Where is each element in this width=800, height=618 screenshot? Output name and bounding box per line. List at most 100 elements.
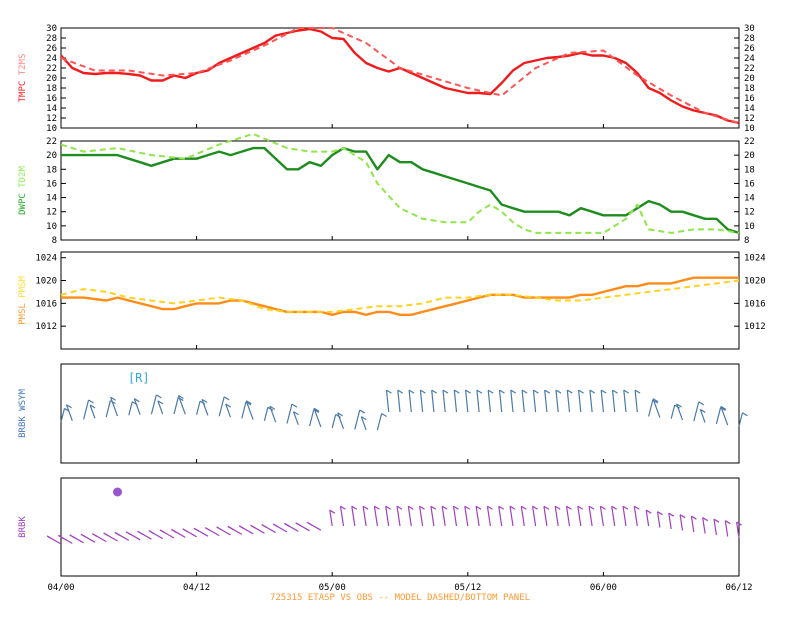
obs-label: DWPC: [18, 193, 28, 215]
wind-barb: [89, 404, 96, 419]
wind-barb-flag: [114, 531, 121, 536]
wind-barb: [578, 390, 582, 413]
wind-barb: [196, 401, 201, 415]
series-line-td2m: [60, 132, 740, 234]
wind-barb-flag: [725, 520, 731, 525]
wind-barb: [430, 506, 435, 527]
obs-label: TMPC: [18, 81, 28, 103]
wind-barb: [724, 520, 729, 537]
wind-barb-flag: [178, 394, 184, 400]
y-tick-label: 1016: [744, 299, 766, 309]
wind-barb: [623, 390, 627, 413]
wind-barb: [201, 399, 209, 416]
wind-barb-flag: [578, 389, 584, 394]
wind-barb-flag: [498, 505, 505, 510]
wind-barb-flag: [510, 389, 517, 394]
y-tick-label: 22: [744, 137, 755, 147]
wind-barb-flag: [201, 398, 208, 403]
panel-dwpc: 8 8 10 10 12 12 14 14 16 16 18 18 20 20 22 22 DWPC TD2M: [18, 132, 755, 246]
wind-barb-flag: [702, 517, 709, 522]
wind-barb: [676, 403, 684, 421]
wind-barb: [245, 400, 254, 420]
y-tick-label: 14: [46, 104, 57, 114]
wind-barb-flag: [216, 526, 222, 531]
wind-barb-flag: [269, 405, 276, 410]
wind-barb-flag: [634, 505, 640, 510]
model-label: PMSM: [18, 276, 28, 304]
wind-barb-flag: [238, 525, 245, 530]
wind-barb-flag: [465, 389, 471, 394]
wind-barb-flag: [171, 528, 177, 533]
wind-barb-flag: [720, 405, 727, 410]
y-tick-label: 16: [744, 94, 755, 104]
wind-barb-flag: [295, 522, 302, 527]
y-tick-label: 20: [744, 151, 755, 161]
wind-barb: [396, 506, 401, 527]
wind-barb-flag: [487, 389, 494, 394]
wind-barb: [337, 412, 345, 430]
wind-barb: [128, 401, 133, 416]
x-tick-label: 05/12: [454, 583, 481, 593]
wind-barb: [453, 390, 458, 413]
wind-barb-flag: [430, 505, 437, 510]
wind-barb: [476, 390, 480, 413]
wind-barb: [713, 519, 717, 536]
wind-barb: [738, 412, 744, 427]
wind-barb: [565, 506, 571, 527]
wind-barb-flag: [676, 403, 682, 408]
wind-barb: [520, 506, 525, 527]
wind-barb-flag: [679, 514, 686, 519]
wind-barb: [577, 506, 582, 527]
wind-barb-flag: [634, 389, 641, 394]
wind-barb-flag: [691, 515, 697, 520]
wind-barb: [441, 506, 446, 527]
y-tick-label: 1016: [35, 299, 57, 309]
wind-barb-flag: [453, 505, 459, 510]
y-tick-label: 16: [744, 179, 755, 189]
wind-barb-flag: [431, 389, 438, 394]
y-tick-label: 18: [744, 84, 755, 94]
wind-barb-flag: [92, 533, 98, 538]
y-tick-label: 18: [744, 165, 755, 175]
wind-barb: [543, 506, 548, 527]
wind-barb-flag: [521, 505, 527, 510]
wind-barb-flag: [577, 505, 584, 510]
y-tick-label: 22: [744, 64, 755, 74]
wind-barb-flag: [103, 532, 109, 537]
wind-barb: [555, 390, 559, 413]
wind-barb: [645, 510, 650, 527]
y-tick-label: 16: [46, 94, 57, 104]
y-tick-label: 14: [744, 194, 755, 204]
wind-barb-flag: [250, 524, 256, 529]
wind-barb: [133, 398, 141, 415]
wind-barb: [544, 390, 548, 413]
panel-wind-model: BRBK: [18, 477, 742, 577]
wind-barb: [509, 506, 514, 527]
wind-barb: [475, 506, 480, 527]
wind-barb-flag: [46, 535, 53, 540]
wind-barb: [65, 404, 73, 421]
y-tick-label: 20: [46, 74, 57, 84]
wind-barb: [241, 401, 247, 419]
wind-barb-flag: [476, 389, 483, 394]
panel-frame: [60, 477, 740, 577]
wind-barb-flag: [58, 534, 64, 539]
wind-barb: [679, 514, 684, 531]
wind-barb-flag: [544, 389, 551, 394]
wind-barb: [648, 399, 654, 417]
chart-caption: 725315 ETASP VS OBS -- MODEL DASHED/BOTT…: [270, 593, 530, 603]
panel-wind-obs: BRBK WSYM [R]: [18, 363, 748, 464]
panel-frame: [60, 140, 740, 241]
y-tick-label: 20: [744, 74, 755, 84]
wind-barb: [329, 510, 333, 527]
wind-barb: [588, 506, 593, 527]
panel-pmsl: 1012 1012 1016 1016 1020 1020 1024 1024 PMSL PMS…: [18, 251, 766, 350]
y-tick-label: 1012: [744, 322, 766, 332]
panel-frame: [60, 363, 740, 464]
wind-barb-flag: [622, 505, 629, 510]
wind-barb: [157, 400, 164, 415]
y-tick-label: 22: [46, 137, 57, 147]
wind-barb: [385, 506, 390, 527]
y-tick-label: 12: [46, 114, 57, 124]
